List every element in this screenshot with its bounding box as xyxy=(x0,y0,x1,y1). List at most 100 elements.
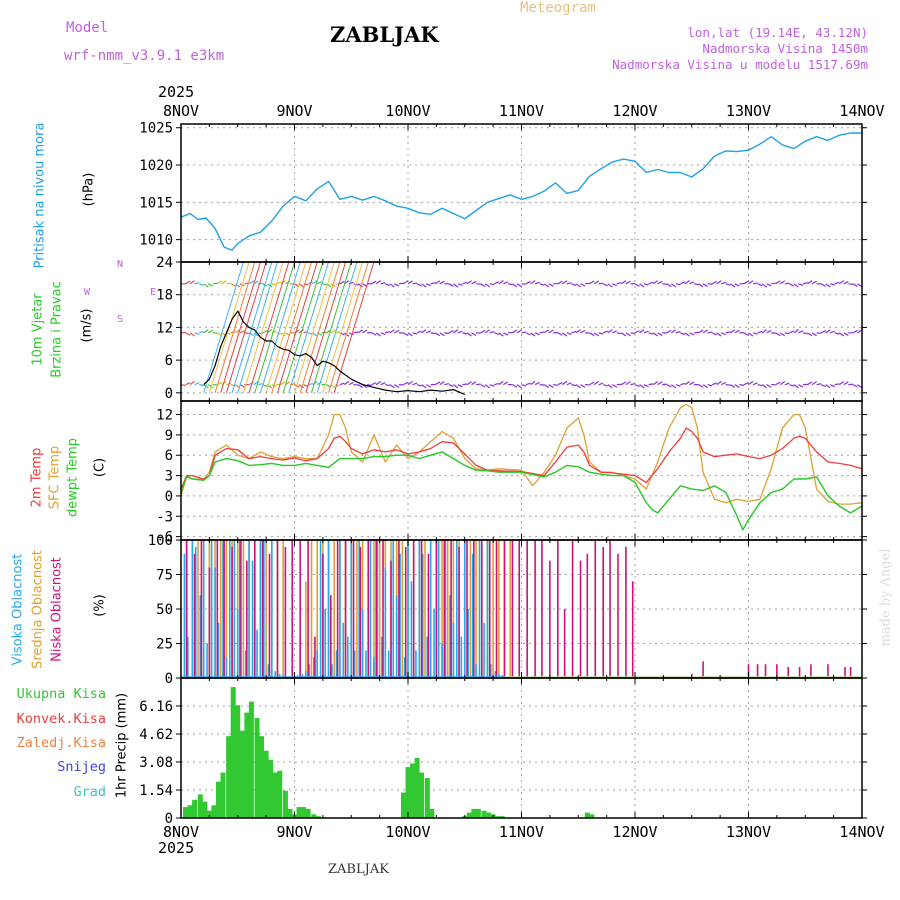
wind-barb xyxy=(689,332,695,336)
wind-barb xyxy=(702,283,708,288)
y-tick-label: 6 xyxy=(165,353,173,369)
wind-barb xyxy=(525,280,531,285)
wind-barb xyxy=(407,380,413,386)
y-tick-label: 3 xyxy=(165,469,173,485)
cloud-unit: (%) xyxy=(92,594,108,617)
wind-barb xyxy=(239,330,245,334)
wind-barb xyxy=(380,332,386,336)
y-tick-label: -6 xyxy=(156,530,173,546)
wind-barb xyxy=(530,332,536,337)
wind-barb xyxy=(525,332,531,336)
precip-bar xyxy=(315,816,321,818)
wind-barb xyxy=(598,382,604,386)
precip-bar xyxy=(263,750,269,818)
pressure-unit: (hPa) xyxy=(81,172,97,207)
wind-barb xyxy=(471,381,477,386)
wind-barb xyxy=(571,384,577,387)
y-tick-label: 18 xyxy=(156,288,173,304)
precip-bar xyxy=(248,701,254,818)
wind-barb xyxy=(453,384,459,389)
wind-arrow xyxy=(231,261,273,393)
wind-barb xyxy=(198,283,204,287)
wind-arrow xyxy=(259,261,301,393)
precip-bar xyxy=(226,736,232,818)
wind-barb xyxy=(498,332,504,337)
wind-barb xyxy=(643,384,649,388)
wind-barb xyxy=(757,384,763,387)
wind-barb xyxy=(298,329,304,334)
wind-barb xyxy=(516,384,522,389)
wind-barb xyxy=(557,382,563,386)
wind-barb xyxy=(811,332,817,337)
wind-barb xyxy=(425,384,431,388)
wind-barb xyxy=(521,331,527,334)
wind-title-line2: Brzina i Pravac xyxy=(49,281,65,378)
y-tick-label: 0 xyxy=(165,386,173,402)
wind-barb xyxy=(834,332,840,335)
wind-barb xyxy=(489,384,495,387)
x-tick-label-bottom: 11NOV xyxy=(499,823,544,841)
wind-barb xyxy=(385,384,390,387)
wind-barb xyxy=(557,280,563,285)
wind-barb xyxy=(857,283,863,288)
wind-barb xyxy=(739,384,745,386)
precip-bar xyxy=(287,808,293,818)
wind-barb xyxy=(730,329,736,334)
wind-barb xyxy=(199,384,204,387)
wind-barb xyxy=(580,329,586,334)
wind-barb xyxy=(480,384,486,388)
wind-barb xyxy=(843,332,849,336)
wind-barb xyxy=(825,384,831,389)
wind-barb xyxy=(730,384,736,389)
wind-barb xyxy=(371,332,377,336)
precip-bar xyxy=(296,807,302,818)
station-title: ZABLJAK xyxy=(330,22,439,47)
wind-barb xyxy=(571,330,577,334)
wind-barb xyxy=(348,381,354,386)
wind-arrow xyxy=(225,261,267,393)
compass-e: E xyxy=(150,287,157,298)
wind-arrow xyxy=(305,261,347,393)
wind-barb xyxy=(466,381,472,386)
wind-barb xyxy=(185,332,191,336)
wind-barb xyxy=(512,329,518,334)
wind-barb xyxy=(725,331,731,334)
wind-barb xyxy=(575,283,581,288)
wind-barb xyxy=(335,384,341,387)
wind-barb xyxy=(634,384,640,388)
wind-barb xyxy=(657,381,663,386)
y-tick-label: 0 xyxy=(165,671,173,687)
wind-barb xyxy=(271,283,277,286)
wind-barb xyxy=(793,283,799,288)
wind-barb xyxy=(789,330,795,334)
wind-arrow xyxy=(316,261,358,393)
wind-barb xyxy=(357,283,363,288)
wind-barb xyxy=(721,281,726,285)
wind-barb xyxy=(834,383,840,386)
wind-barb xyxy=(716,332,722,337)
wind-arrow xyxy=(271,261,313,393)
wind-barb xyxy=(743,280,749,285)
wind-barb xyxy=(702,384,708,389)
wind-barb xyxy=(489,283,495,286)
wind-barb xyxy=(725,283,731,286)
wind-barb xyxy=(503,381,509,386)
wind-barb xyxy=(530,280,536,285)
precip-bar xyxy=(305,808,311,818)
wind-barb xyxy=(434,280,441,285)
wind-barb xyxy=(457,384,463,388)
precip-bar xyxy=(424,778,430,818)
precip-bar xyxy=(486,812,492,818)
cloud-low-label: Niska Oblacnost xyxy=(49,557,65,662)
wind-barb xyxy=(534,332,540,336)
wind-barb xyxy=(512,283,518,288)
wind-barb xyxy=(666,283,672,288)
wind-barb xyxy=(330,384,336,389)
wind-barb xyxy=(789,283,795,287)
precip-bar xyxy=(419,772,425,818)
precip-bar xyxy=(272,772,278,818)
wind-barb xyxy=(321,283,327,286)
wind-barb xyxy=(316,381,323,386)
wind-barb xyxy=(512,384,518,388)
wind-barb xyxy=(634,330,640,334)
